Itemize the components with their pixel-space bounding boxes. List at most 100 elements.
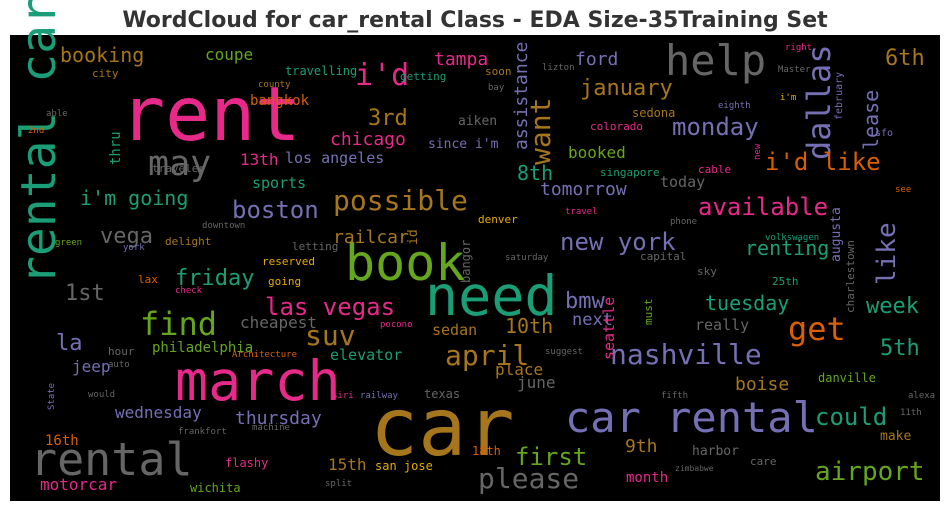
word: month xyxy=(626,470,668,486)
word: monday xyxy=(672,113,759,141)
word: thursday xyxy=(235,408,322,429)
word: get xyxy=(788,310,846,348)
cloud-background xyxy=(10,35,940,501)
word: motorcar xyxy=(40,475,117,494)
word: rental car xyxy=(11,0,67,285)
word: tuesday xyxy=(705,291,789,315)
word: sports xyxy=(252,174,306,192)
word: denver xyxy=(478,213,518,226)
word: going xyxy=(268,275,301,288)
word: seattle xyxy=(600,297,618,360)
word: travel xyxy=(565,207,598,217)
word: chicago xyxy=(330,129,406,150)
word: zimbabwe xyxy=(675,464,714,473)
word: rent xyxy=(120,70,301,158)
word: philadelphia xyxy=(152,340,253,356)
word: 5th xyxy=(880,336,920,361)
word: car xyxy=(370,381,515,474)
word: like xyxy=(872,222,902,285)
word: make xyxy=(880,429,911,444)
word: 6th xyxy=(885,46,925,71)
word: wichita xyxy=(190,481,241,495)
word: railcar xyxy=(333,227,409,248)
word: letting xyxy=(292,240,338,253)
word: wednesday xyxy=(115,403,202,422)
word: care xyxy=(750,455,777,468)
word: sky xyxy=(697,265,717,278)
word: green xyxy=(55,238,82,248)
word: lax xyxy=(138,273,158,286)
word: capital xyxy=(640,250,686,263)
word: sedona xyxy=(632,106,675,120)
word: 25th xyxy=(772,275,799,288)
word: suggest xyxy=(545,347,583,357)
word: may xyxy=(148,144,211,184)
word: vega xyxy=(100,224,153,249)
word: able xyxy=(46,109,68,119)
word: tampa xyxy=(434,49,488,70)
word: 16th xyxy=(45,433,79,449)
word: charlestown xyxy=(844,240,857,313)
word: texas xyxy=(424,387,460,401)
word: auto xyxy=(108,360,130,370)
word: really xyxy=(695,316,749,334)
word: cable xyxy=(698,163,731,176)
word: singapore xyxy=(600,166,660,179)
word: today xyxy=(660,173,705,191)
word: 13th xyxy=(240,150,279,169)
word: nashville xyxy=(610,338,762,371)
word: book xyxy=(345,234,465,292)
word: id xyxy=(406,229,421,245)
word: fifth xyxy=(661,391,688,401)
word: friday xyxy=(175,266,254,291)
chart-title: WordCloud for car_rental Class - EDA Siz… xyxy=(122,8,828,33)
word: sedan xyxy=(432,321,477,339)
word: siri xyxy=(332,391,354,401)
word: saturday xyxy=(505,253,549,263)
word: bay xyxy=(488,83,505,93)
word: right xyxy=(785,43,812,53)
word: need xyxy=(425,264,557,328)
word: i'd xyxy=(355,58,409,93)
word: 1st xyxy=(65,281,105,306)
word: bangkok xyxy=(250,93,310,109)
word: machine xyxy=(252,423,290,433)
word: march xyxy=(175,349,341,413)
word: 18th xyxy=(472,444,501,458)
word: bmw xyxy=(565,289,605,314)
word: assistance xyxy=(511,42,532,150)
word: alexa xyxy=(908,391,935,401)
word: car rental xyxy=(565,393,818,442)
word: january xyxy=(580,76,673,101)
word: railway xyxy=(360,391,399,401)
word: booking xyxy=(60,43,144,67)
word: new xyxy=(753,143,763,160)
word: downtown xyxy=(202,221,245,231)
word: york xyxy=(123,243,145,253)
word: colorado xyxy=(590,120,643,133)
word: volkswagen xyxy=(765,233,819,243)
word: place xyxy=(495,360,543,379)
word: State xyxy=(47,383,57,410)
word: would xyxy=(88,390,115,400)
word: elevator xyxy=(330,346,402,364)
word: la xyxy=(56,331,83,356)
word: want xyxy=(524,98,557,165)
word: february xyxy=(834,72,845,120)
word: san jose xyxy=(375,459,433,473)
word: reserved xyxy=(262,255,315,268)
word: ford xyxy=(575,49,618,70)
word: lease xyxy=(859,90,883,150)
word: i'm going xyxy=(80,186,188,210)
word: 2nd xyxy=(28,126,44,136)
word: i'm xyxy=(780,93,796,103)
word: frankfort xyxy=(178,427,227,437)
word: check xyxy=(175,286,203,296)
word: 9th xyxy=(625,436,658,457)
word: please xyxy=(478,462,579,495)
word: los angeles xyxy=(285,149,384,167)
word: tomorrow xyxy=(540,179,627,200)
word: hour xyxy=(108,345,135,358)
